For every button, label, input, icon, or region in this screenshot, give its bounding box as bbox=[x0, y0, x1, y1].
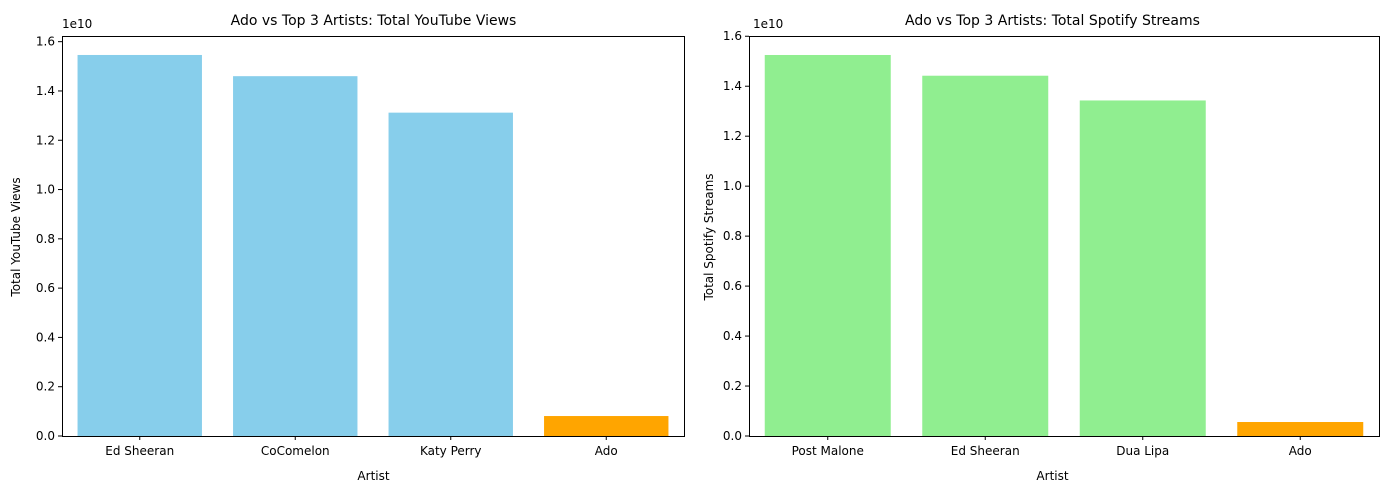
x-ticks: Ed Sheeran CoComelon Katy Perry Ado bbox=[105, 436, 618, 458]
x-tick-label: Ado bbox=[595, 444, 618, 458]
y-axis-label: Total YouTube Views bbox=[9, 177, 23, 297]
x-tick-label: Ed Sheeran bbox=[105, 444, 174, 458]
bar bbox=[388, 112, 513, 436]
bar bbox=[544, 416, 669, 436]
x-tick-label: Ado bbox=[1289, 444, 1312, 458]
x-tick-label: Ed Sheeran bbox=[951, 444, 1020, 458]
x-axis-label: Artist bbox=[357, 469, 389, 483]
plot-frame bbox=[749, 36, 1380, 437]
y-tick-label: 1.6 bbox=[723, 29, 742, 43]
y-tick-label: 0.0 bbox=[723, 429, 742, 443]
x-tick-label: Dua Lipa bbox=[1116, 444, 1169, 458]
bars bbox=[764, 54, 1364, 437]
y-ticks: 0.0 0.2 0.4 0.6 0.8 1.0 1.2 1.4 1.6 bbox=[723, 29, 749, 443]
x-ticks: Post Malone Ed Sheeran Dua Lipa Ado bbox=[792, 436, 1312, 458]
y-tick-label: 1.2 bbox=[36, 133, 55, 147]
y-ticks: 0.0 0.2 0.4 0.6 0.8 1.0 1.2 1.4 1.6 bbox=[36, 35, 62, 443]
y-tick-label: 0.0 bbox=[36, 429, 55, 443]
bar bbox=[1237, 422, 1364, 436]
x-tick-label: CoComelon bbox=[261, 444, 330, 458]
bar bbox=[764, 54, 891, 437]
y-axis-label: Total Spotify Streams bbox=[702, 173, 716, 301]
y-tick-label: 0.4 bbox=[723, 329, 742, 343]
y-tick-label: 0.4 bbox=[36, 330, 55, 344]
plot-frame bbox=[62, 36, 685, 437]
x-axis-label: Artist bbox=[1036, 469, 1068, 483]
y-tick-label: 1.4 bbox=[723, 79, 742, 93]
y-tick-label: 0.2 bbox=[723, 379, 742, 393]
y-tick-label: 1.2 bbox=[723, 129, 742, 143]
y-offset-label: 1e10 bbox=[62, 17, 92, 31]
x-tick-label: Katy Perry bbox=[420, 444, 482, 458]
bar bbox=[1079, 100, 1206, 436]
youtube-views-panel: Ado vs Top 3 Artists: Total YouTube View… bbox=[9, 13, 685, 483]
y-offset-label: 1e10 bbox=[753, 17, 783, 31]
chart-title: Ado vs Top 3 Artists: Total Spotify Stre… bbox=[905, 13, 1200, 29]
y-tick-label: 0.6 bbox=[36, 281, 55, 295]
y-tick-label: 1.4 bbox=[36, 84, 55, 98]
bars bbox=[77, 54, 669, 437]
chart-title: Ado vs Top 3 Artists: Total YouTube View… bbox=[231, 13, 517, 29]
y-tick-label: 1.0 bbox=[36, 183, 55, 197]
y-tick-label: 0.6 bbox=[723, 279, 742, 293]
y-tick-label: 0.8 bbox=[723, 229, 742, 243]
y-tick-label: 0.2 bbox=[36, 380, 55, 394]
bar bbox=[77, 54, 202, 436]
y-tick-label: 1.0 bbox=[723, 179, 742, 193]
bar bbox=[922, 75, 1049, 437]
x-tick-label: Post Malone bbox=[792, 444, 864, 458]
y-tick-label: 0.8 bbox=[36, 232, 55, 246]
y-tick-label: 1.6 bbox=[36, 35, 55, 49]
bar bbox=[233, 76, 358, 437]
spotify-streams-panel: Ado vs Top 3 Artists: Total Spotify Stre… bbox=[702, 13, 1380, 483]
